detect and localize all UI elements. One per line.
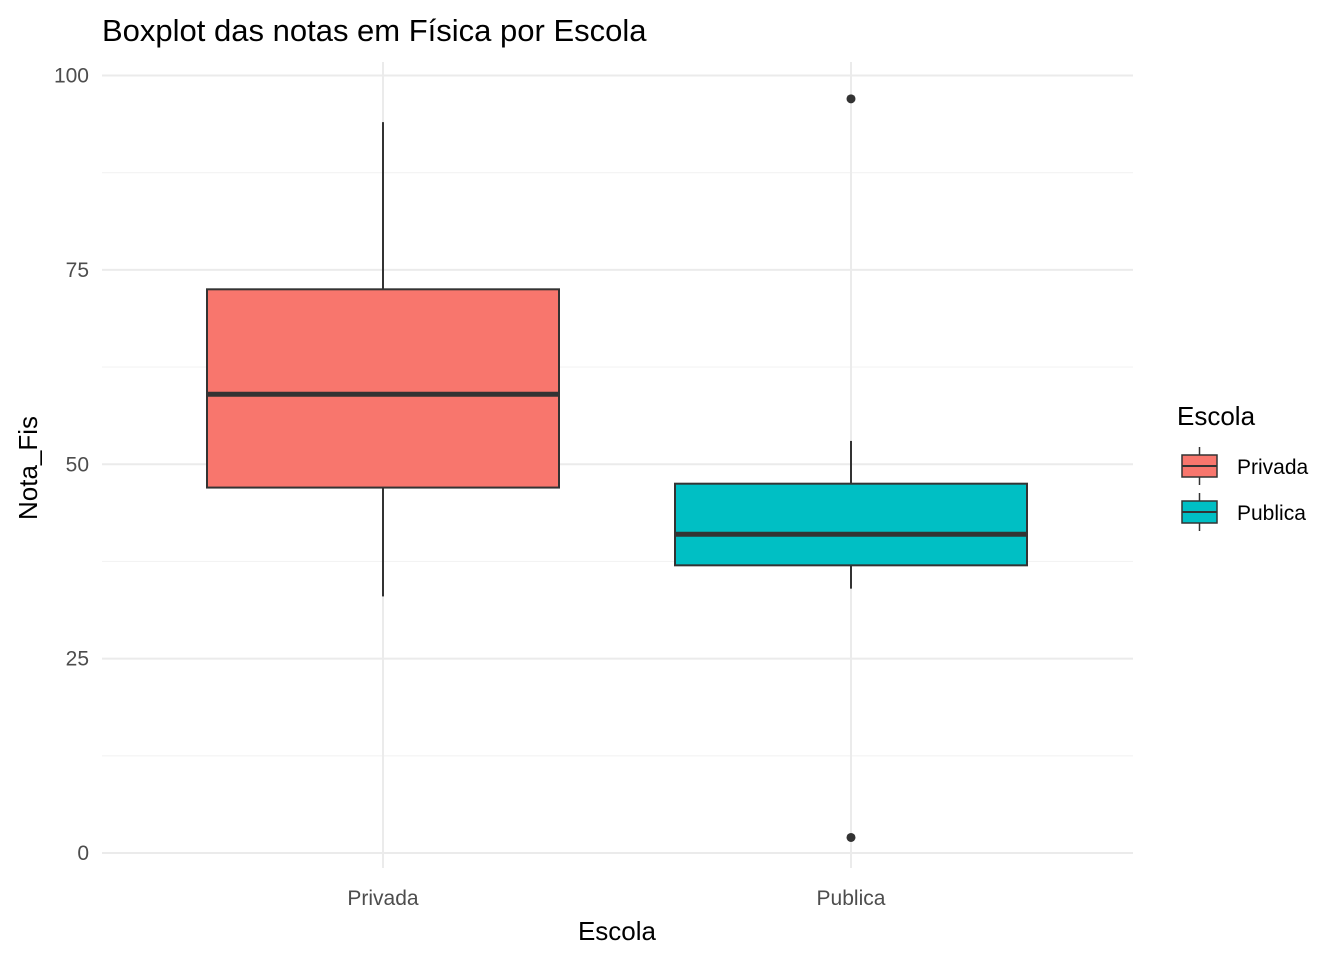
- y-tick-label: 50: [66, 453, 89, 476]
- box-series: [206, 94, 1028, 842]
- box-body: [674, 482, 1028, 567]
- outlier-point: [846, 94, 856, 104]
- y-tick-label: 25: [66, 648, 89, 671]
- x-tick-label: Privada: [347, 887, 419, 910]
- legend-item-publica: Publica: [1181, 493, 1306, 531]
- x-tick-label: Publica: [817, 887, 886, 910]
- x-axis-ticks: Privada Publica: [347, 887, 885, 910]
- legend-label: Privada: [1237, 456, 1309, 479]
- x-axis-title: Escola: [578, 916, 657, 946]
- legend-title: Escola: [1177, 401, 1256, 431]
- box-privada: [206, 122, 560, 597]
- legend-label: Publica: [1237, 502, 1306, 525]
- legend-item-privada: Privada: [1181, 447, 1309, 485]
- y-axis-ticks: 0 25 50 75 100: [54, 65, 89, 866]
- y-tick-label: 75: [66, 259, 89, 282]
- box-body: [206, 288, 560, 489]
- legend-items: Privada Publica: [1181, 447, 1309, 531]
- y-tick-label: 0: [77, 842, 89, 865]
- legend: Escola Privada Publica: [1177, 401, 1309, 531]
- box-publica: [674, 94, 1028, 842]
- y-axis-title: Nota_Fis: [13, 416, 43, 520]
- outlier-point: [846, 832, 856, 842]
- chart-title: Boxplot das notas em Física por Escola: [102, 13, 647, 48]
- y-tick-label: 100: [54, 65, 89, 88]
